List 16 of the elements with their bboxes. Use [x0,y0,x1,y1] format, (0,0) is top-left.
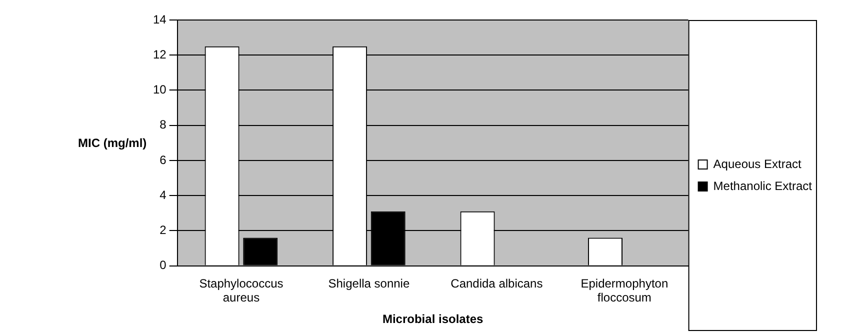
y-tick-label: 14 [152,12,167,26]
y-tick-label: 8 [160,118,167,132]
y-tick-label: 12 [152,47,167,62]
x-axis-title: Microbial isolates [382,312,484,326]
y-tick-label: 4 [160,188,167,202]
y-tick-label: 6 [160,152,167,167]
x-tick-label: Staphylococcus aureus [199,276,284,305]
y-axis-title: MIC (mg/ml) [78,136,147,150]
y-tick-label: 10 [152,82,167,97]
legend-label: Aqueous Extract [713,156,802,171]
y-tick-label: 0 [160,258,167,272]
x-tick-label: Candida albicans [450,276,543,290]
x-tick-label: Shigella sonnie [328,276,410,290]
x-tick-label: Epidermophyton floccosum [580,276,668,305]
y-tick-label: 2 [160,223,167,237]
legend-label: Methanolic Extract [713,178,813,193]
